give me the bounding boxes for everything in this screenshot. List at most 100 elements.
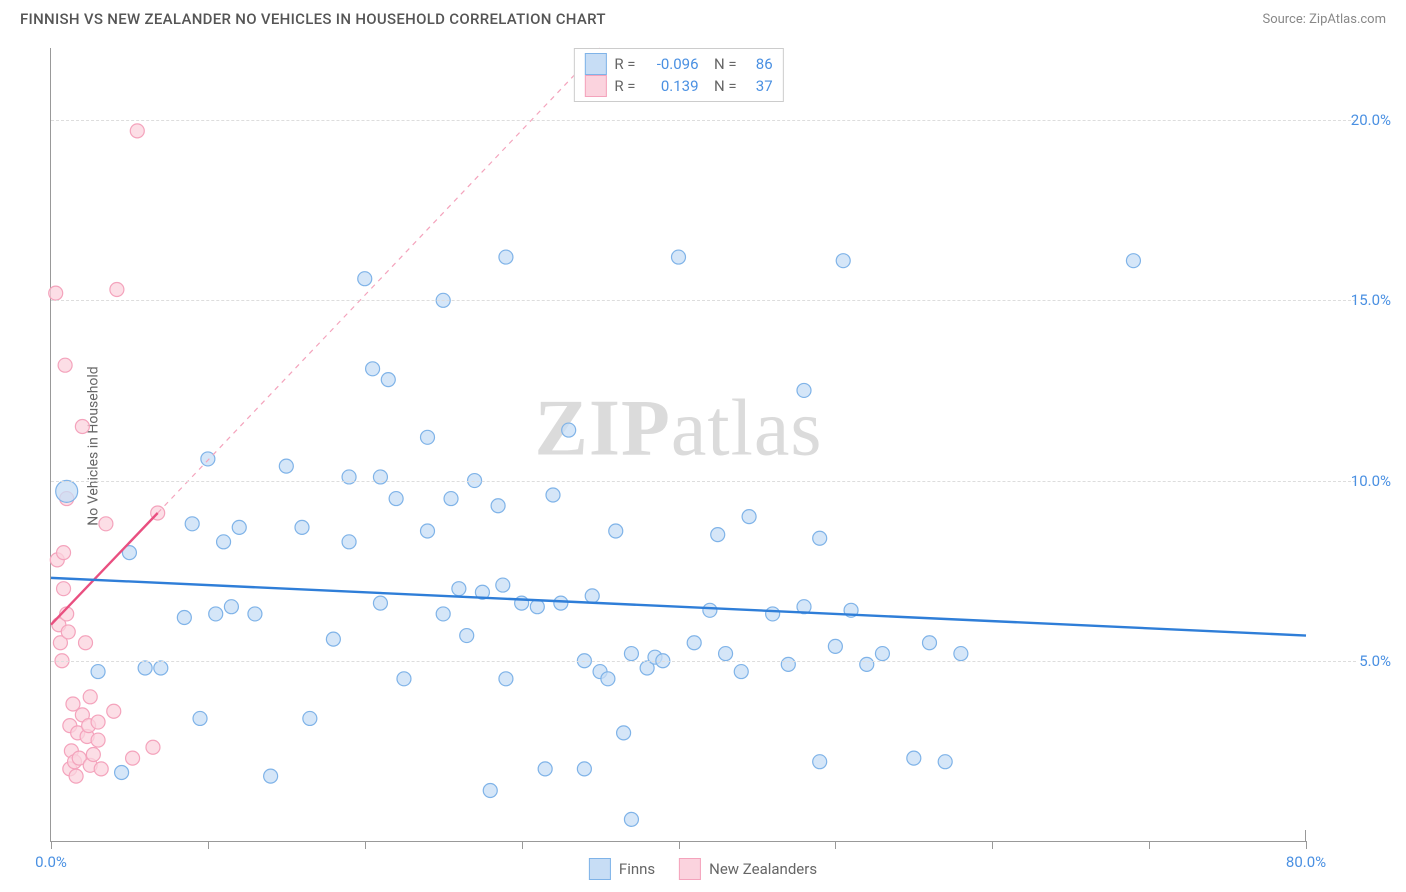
data-point: [601, 672, 615, 686]
data-point: [79, 636, 93, 650]
corr-row-nz: R =0.139 N =37: [584, 75, 772, 97]
data-point: [719, 647, 733, 661]
data-point: [264, 769, 278, 783]
data-point: [781, 657, 795, 671]
trend-line: [51, 578, 1306, 636]
data-point: [217, 535, 231, 549]
data-point: [860, 657, 874, 671]
data-point: [828, 639, 842, 653]
data-point: [672, 250, 686, 264]
data-point: [61, 625, 75, 639]
data-point: [577, 762, 591, 776]
data-point: [209, 607, 223, 621]
data-point: [107, 704, 121, 718]
data-point: [923, 636, 937, 650]
data-point: [138, 661, 152, 675]
xtick: [679, 841, 680, 849]
xtick: [51, 841, 52, 849]
data-point: [201, 452, 215, 466]
data-point: [766, 607, 780, 621]
data-point: [91, 715, 105, 729]
swatch-blue: [584, 53, 606, 75]
data-point: [875, 647, 889, 661]
data-point: [154, 661, 168, 675]
data-point: [342, 470, 356, 484]
data-point: [177, 611, 191, 625]
data-point: [99, 517, 113, 531]
data-point: [358, 272, 372, 286]
data-point: [624, 812, 638, 826]
xtick: [522, 841, 523, 849]
data-point: [687, 636, 701, 650]
data-point: [938, 755, 952, 769]
xtick: [365, 841, 366, 849]
data-point: [342, 535, 356, 549]
data-point: [703, 603, 717, 617]
data-point: [86, 747, 100, 761]
data-point: [248, 607, 262, 621]
data-point: [69, 769, 83, 783]
xtick: [1306, 841, 1307, 849]
data-point: [742, 510, 756, 524]
data-point: [110, 283, 124, 297]
data-point: [56, 480, 78, 502]
data-point: [711, 528, 725, 542]
data-point: [554, 596, 568, 610]
legend-item-nz: New Zealanders: [679, 858, 817, 880]
data-point: [146, 740, 160, 754]
data-point: [232, 520, 246, 534]
data-point: [444, 492, 458, 506]
source-label: Source: ZipAtlas.com: [1262, 12, 1386, 27]
data-point: [185, 517, 199, 531]
data-point: [562, 423, 576, 437]
ytick-label: 10.0%: [1351, 472, 1391, 490]
xtick: [1149, 841, 1150, 849]
data-point: [452, 582, 466, 596]
data-point: [530, 600, 544, 614]
xtick: [992, 841, 993, 849]
bottom-legend: Finns New Zealanders: [589, 858, 817, 880]
data-point: [49, 286, 63, 300]
gridline: [51, 300, 1356, 301]
data-point: [193, 711, 207, 725]
data-point: [538, 762, 552, 776]
data-point: [295, 520, 309, 534]
data-point: [499, 250, 513, 264]
data-point: [397, 672, 411, 686]
data-point: [617, 726, 631, 740]
data-point: [436, 607, 450, 621]
gridline: [51, 661, 1356, 662]
data-point: [83, 690, 97, 704]
data-point: [813, 755, 827, 769]
data-point: [421, 430, 435, 444]
gridline: [51, 120, 1356, 121]
data-point: [585, 589, 599, 603]
data-point: [421, 524, 435, 538]
data-point: [75, 419, 89, 433]
correlation-box: R =-0.096 N =86 R =0.139 N =37: [573, 48, 783, 102]
data-point: [373, 470, 387, 484]
data-point: [1126, 254, 1140, 268]
data-point: [58, 358, 72, 372]
data-point: [496, 578, 510, 592]
scatter-svg: [51, 48, 1306, 841]
data-point: [907, 751, 921, 765]
chart-title: FINNISH VS NEW ZEALANDER NO VEHICLES IN …: [20, 10, 606, 28]
data-point: [57, 546, 71, 560]
data-point: [546, 488, 560, 502]
xtick-label: 0.0%: [35, 853, 67, 871]
data-point: [389, 492, 403, 506]
data-point: [483, 784, 497, 798]
data-point: [303, 711, 317, 725]
ytick-label: 20.0%: [1351, 111, 1391, 129]
data-point: [94, 762, 108, 776]
data-point: [366, 362, 380, 376]
xtick-label: 80.0%: [1286, 853, 1326, 871]
data-point: [460, 629, 474, 643]
data-point: [609, 524, 623, 538]
xtick: [835, 841, 836, 849]
data-point: [373, 596, 387, 610]
data-point: [954, 647, 968, 661]
data-point: [115, 766, 129, 780]
gridline: [51, 481, 1356, 482]
